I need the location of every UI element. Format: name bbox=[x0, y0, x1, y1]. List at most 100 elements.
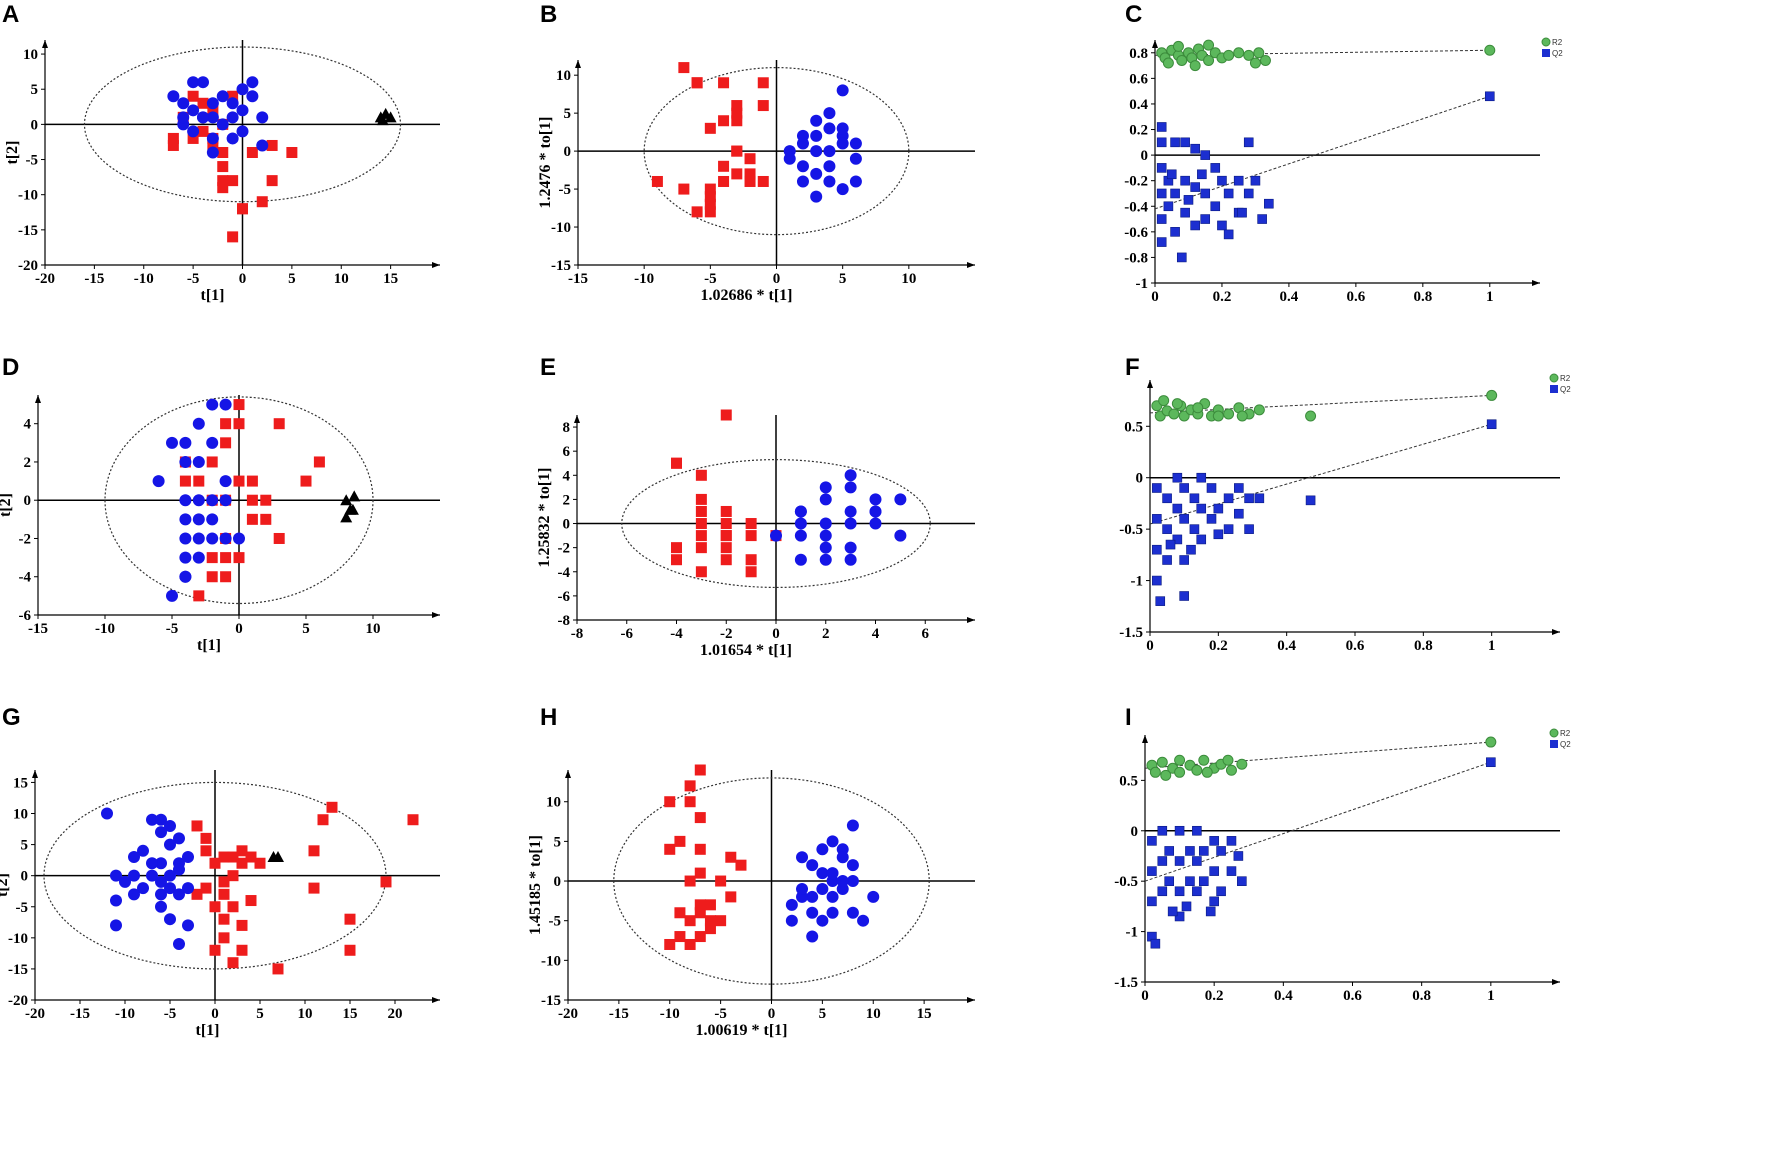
square-point bbox=[193, 475, 205, 487]
square-point bbox=[200, 845, 212, 857]
square-point bbox=[1234, 483, 1244, 493]
circle-point bbox=[101, 807, 113, 820]
square-point bbox=[167, 139, 179, 151]
circle-point bbox=[155, 857, 167, 870]
circle-point bbox=[146, 857, 158, 870]
circle-point bbox=[796, 129, 809, 142]
circle-point bbox=[206, 97, 219, 110]
square-point bbox=[1180, 207, 1190, 218]
square-point bbox=[308, 845, 320, 857]
square-point bbox=[735, 859, 747, 871]
circle-point bbox=[844, 481, 857, 494]
r2-regression-line bbox=[1149, 394, 1492, 414]
square-point bbox=[218, 876, 230, 888]
y-tick-label: 4 bbox=[563, 468, 571, 484]
axes: -15 -10 -5 0 5 10 -6 -4 -2 0 2 4 bbox=[19, 395, 440, 637]
square-point bbox=[187, 132, 199, 144]
x-tick-label: 5 bbox=[302, 621, 310, 637]
square-point bbox=[207, 139, 219, 151]
circle-point bbox=[166, 589, 178, 602]
y-axis-label: 1.2476 * to[1] bbox=[537, 117, 554, 209]
square-point bbox=[744, 153, 756, 165]
x-tick-label: 6 bbox=[922, 626, 930, 642]
y-tick-label: -15 bbox=[551, 258, 571, 274]
x-tick-label: 10 bbox=[866, 1006, 881, 1022]
square-point bbox=[704, 198, 716, 210]
square-point bbox=[678, 62, 690, 74]
square-point bbox=[233, 399, 245, 411]
square-point bbox=[380, 876, 392, 888]
y-tick-label: 0 bbox=[564, 144, 572, 160]
panel-label: A bbox=[2, 1, 19, 28]
square-point bbox=[209, 944, 221, 956]
y-tick-label: 0.4 bbox=[1129, 97, 1148, 113]
square-point bbox=[1172, 503, 1183, 514]
circle-point bbox=[836, 122, 849, 135]
circle-point bbox=[1172, 40, 1184, 52]
y-tick-label: -10 bbox=[18, 188, 38, 204]
circle-point bbox=[794, 529, 807, 542]
triangle-point bbox=[272, 851, 284, 863]
circle-point bbox=[844, 505, 857, 518]
circle-point bbox=[816, 843, 829, 856]
circle-point bbox=[197, 76, 209, 89]
circle-point bbox=[819, 481, 832, 494]
square-point bbox=[1179, 555, 1189, 565]
x-tick-label: -5 bbox=[714, 1006, 727, 1022]
square-point bbox=[1190, 182, 1200, 192]
y-tick-label: -10 bbox=[551, 220, 571, 236]
square-point bbox=[272, 963, 284, 975]
y-tick-label: -0.5 bbox=[1114, 874, 1138, 890]
square-point bbox=[1192, 886, 1202, 897]
confidence-ellipse bbox=[621, 459, 931, 589]
y-tick-label: -2 bbox=[19, 531, 32, 547]
x-tick-label: 0 bbox=[1141, 988, 1149, 1004]
x-axis-label: t[1] bbox=[197, 637, 221, 654]
circle-point bbox=[206, 513, 219, 526]
x-tick-label: 15 bbox=[343, 1006, 358, 1022]
legend-marker bbox=[1549, 373, 1559, 383]
circle-point bbox=[1174, 766, 1186, 778]
square-point bbox=[1181, 901, 1192, 912]
square-point bbox=[1244, 493, 1254, 504]
y-tick-label: 0.2 bbox=[1129, 123, 1148, 139]
x-tick-label: 15 bbox=[917, 1006, 932, 1022]
circle-point bbox=[233, 532, 245, 545]
x-tick-label: 4 bbox=[872, 626, 880, 642]
x-tick-label: -10 bbox=[95, 621, 115, 637]
square-point bbox=[254, 857, 266, 869]
circle-point bbox=[182, 851, 194, 864]
y-tick-label: 5 bbox=[21, 838, 29, 854]
circle-point bbox=[182, 919, 194, 932]
square-point bbox=[694, 764, 706, 776]
y-tick-label: -20 bbox=[18, 258, 38, 274]
series-group-blue bbox=[783, 84, 862, 203]
y-axis-label: t[2] bbox=[0, 873, 11, 897]
y-tick-label: -1 bbox=[1136, 276, 1149, 292]
square-point bbox=[1237, 207, 1247, 218]
square-point bbox=[1156, 188, 1167, 199]
square-point bbox=[1233, 175, 1244, 186]
x-tick-label: 0.2 bbox=[1209, 638, 1228, 654]
x-tick-label: -20 bbox=[558, 1006, 578, 1022]
circle-point bbox=[785, 914, 798, 927]
x-tick-label: 1 bbox=[1487, 988, 1495, 1004]
square-point bbox=[246, 513, 258, 525]
square-point bbox=[1192, 856, 1202, 866]
square-point bbox=[233, 475, 245, 487]
confidence-ellipse bbox=[104, 396, 374, 605]
panel-label: F bbox=[1125, 354, 1140, 381]
circle-point bbox=[236, 83, 249, 96]
square-point bbox=[1156, 237, 1167, 247]
square-point bbox=[344, 944, 356, 956]
x-tick-label: -15 bbox=[568, 271, 588, 287]
y-tick-label: -6 bbox=[19, 608, 32, 624]
series-group-blue bbox=[152, 398, 245, 602]
x-tick-label: 0.6 bbox=[1343, 988, 1362, 1004]
circle-point bbox=[173, 832, 185, 845]
circle-point bbox=[155, 813, 167, 826]
x-tick-label: -15 bbox=[84, 271, 104, 287]
circle-point bbox=[1171, 398, 1183, 410]
